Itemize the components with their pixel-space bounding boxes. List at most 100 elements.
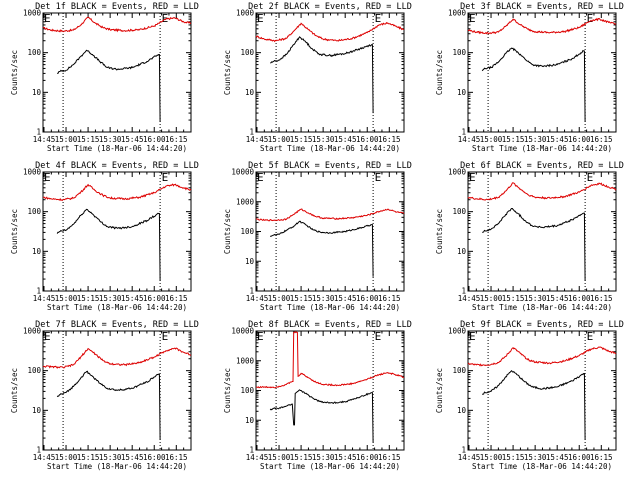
x-tick-label: 15:00 [480, 135, 503, 144]
x-tick-label: 16:00 [143, 135, 166, 144]
x-tick-label: 15:15 [502, 135, 525, 144]
panel-title: Det 9f BLACK = Events, RED = LLD [460, 320, 624, 330]
x-tick-label: 15:00 [480, 294, 503, 303]
y-tick-label: 10 [32, 247, 42, 256]
y-axis-label: Counts/sec [435, 209, 444, 254]
x-tick-label: 15:30 [312, 453, 335, 462]
x-tick-label: 15:30 [524, 294, 547, 303]
panel-title: Det 8f BLACK = Events, RED = LLD [248, 320, 412, 330]
y-tick-label: 100 [27, 366, 41, 375]
lld-series-line [467, 182, 617, 201]
e-marker: E [257, 171, 264, 184]
y-tick-label: 100 [27, 207, 41, 216]
x-tick-label: 15:00 [480, 453, 503, 462]
y-tick-label: 10 [245, 416, 255, 425]
panel-title: Det 2f BLACK = Events, RED = LLD [248, 2, 412, 12]
x-tick-label: 14:45 [33, 294, 56, 303]
events-series-line [481, 369, 586, 440]
y-tick-label: 1 [36, 446, 41, 455]
x-tick-label: 15:30 [312, 294, 335, 303]
x-tick-label: 15:45 [546, 294, 569, 303]
y-tick-label: 1000 [236, 9, 255, 18]
x-axis-label: Start Time (18-Mar-06 14:44:20) [472, 144, 612, 153]
x-tick-label: 15:15 [77, 453, 100, 462]
y-tick-label: 1 [36, 128, 41, 137]
y-tick-label: 1 [461, 446, 466, 455]
y-tick-label: 1 [249, 446, 254, 455]
x-tick-label: 15:30 [524, 135, 547, 144]
panel-title: Det 7f BLACK = Events, RED = LLD [35, 320, 199, 330]
y-tick-label: 1000 [23, 9, 42, 18]
panel-title: Det 3f BLACK = Events, RED = LLD [460, 2, 624, 12]
y-tick-label: 1000 [23, 327, 42, 336]
x-tick-label: 14:45 [458, 294, 481, 303]
events-series-line [482, 208, 586, 281]
panel-title: Det 6f BLACK = Events, RED = LLD [460, 161, 624, 171]
e-marker: E [257, 330, 264, 343]
lld-series-line [42, 16, 192, 33]
y-tick-label: 100 [452, 366, 466, 375]
panel-title: Det 5f BLACK = Events, RED = LLD [248, 161, 412, 171]
x-tick-label: 15:15 [502, 294, 525, 303]
x-tick-label: 15:15 [290, 453, 313, 462]
lld-series-line [467, 346, 617, 367]
x-tick-label: 16:00 [143, 453, 166, 462]
x-tick-label: 15:45 [334, 135, 357, 144]
y-tick-label: 100 [452, 48, 466, 57]
x-tick-label: 16:15 [165, 294, 188, 303]
y-tick-label: 1000 [448, 327, 467, 336]
x-tick-label: 14:45 [458, 135, 481, 144]
x-tick-label: 16:00 [356, 453, 379, 462]
y-tick-label: 10000 [231, 327, 254, 336]
det-panel-1: Det 1f BLACK = Events, RED = LLD 1 10 100 10… [10, 2, 199, 153]
e-marker: E [162, 171, 169, 184]
det-panel-6: Det 6f BLACK = Events, RED = LLD 1 10 100 10… [435, 161, 624, 312]
x-axis-label: Start Time (18-Mar-06 14:44:20) [260, 303, 400, 312]
e-marker: E [44, 12, 51, 25]
x-tick-label: 16:15 [590, 135, 613, 144]
y-tick-label: 10 [457, 406, 467, 415]
x-tick-label: 15:45 [121, 294, 144, 303]
panel-title: Det 1f BLACK = Events, RED = LLD [35, 2, 199, 12]
plot-frame [42, 171, 192, 292]
x-tick-label: 14:45 [458, 453, 481, 462]
y-tick-label: 1 [461, 287, 466, 296]
plot-frame [255, 12, 405, 133]
events-series-line [270, 36, 374, 114]
x-tick-label: 15:30 [99, 135, 122, 144]
x-tick-label: 16:00 [356, 135, 379, 144]
e-marker: E [162, 330, 169, 343]
det-panel-2: Det 2f BLACK = Events, RED = LLD 1 10 100 10… [223, 2, 412, 153]
x-tick-label: 15:30 [99, 294, 122, 303]
x-tick-label: 16:15 [378, 135, 401, 144]
det-panel-9: Det 9f BLACK = Events, RED = LLD 1 10 100 10… [435, 320, 624, 471]
e-marker: E [44, 171, 51, 184]
x-axis-label: Start Time (18-Mar-06 14:44:20) [472, 462, 612, 471]
x-tick-label: 15:45 [546, 135, 569, 144]
x-axis-label: Start Time (18-Mar-06 14:44:20) [260, 144, 400, 153]
y-tick-label: 1 [36, 287, 41, 296]
y-axis-label: Counts/sec [10, 50, 19, 95]
y-axis-label: Counts/sec [223, 209, 232, 254]
x-tick-label: 15:00 [268, 294, 291, 303]
e-marker: E [257, 12, 264, 25]
x-tick-label: 16:15 [378, 294, 401, 303]
x-axis-label: Start Time (18-Mar-06 14:44:20) [472, 303, 612, 312]
y-axis-label: Counts/sec [10, 209, 19, 254]
y-tick-label: 10 [245, 88, 255, 97]
det-panel-7: Det 7f BLACK = Events, RED = LLD 1 10 100 10… [10, 320, 199, 471]
x-tick-label: 15:00 [55, 294, 78, 303]
events-series-line [56, 208, 161, 281]
x-tick-label: 16:00 [143, 294, 166, 303]
y-tick-label: 1000 [236, 356, 255, 365]
y-tick-label: 1 [249, 287, 254, 296]
events-series-line [481, 47, 586, 122]
x-tick-label: 16:15 [378, 453, 401, 462]
lld-series-line [43, 183, 192, 202]
x-tick-label: 14:45 [33, 135, 56, 144]
x-axis-label: Start Time (18-Mar-06 14:44:20) [47, 462, 187, 471]
x-tick-label: 15:00 [268, 453, 291, 462]
x-tick-label: 15:45 [121, 453, 144, 462]
y-axis-label: Counts/sec [223, 50, 232, 95]
